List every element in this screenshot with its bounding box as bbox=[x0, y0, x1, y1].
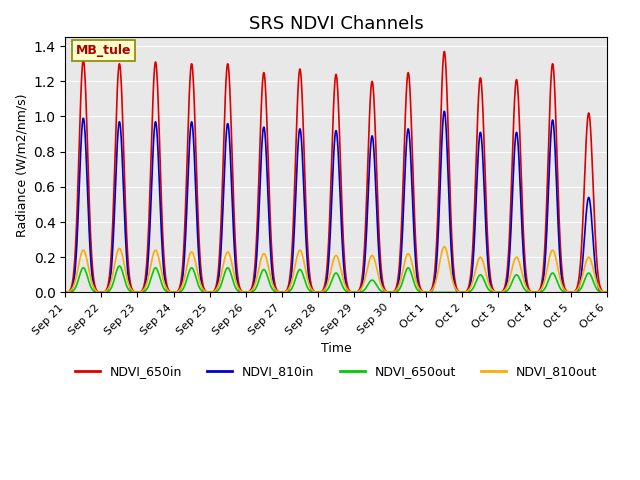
Y-axis label: Radiance (W/m2/nm/s): Radiance (W/m2/nm/s) bbox=[15, 93, 28, 237]
NDVI_650out bbox=[312, 289, 320, 295]
NDVI_810out bbox=[369, 254, 377, 260]
NDVI_650in bbox=[291, 172, 299, 178]
NDVI_650in bbox=[61, 289, 69, 295]
Line: NDVI_650in: NDVI_650in bbox=[65, 51, 607, 292]
Legend: NDVI_650in, NDVI_810in, NDVI_650out, NDVI_810out: NDVI_650in, NDVI_810in, NDVI_650out, NDV… bbox=[70, 360, 602, 383]
NDVI_650out bbox=[61, 289, 69, 295]
NDVI_810in bbox=[369, 141, 377, 146]
NDVI_810in bbox=[61, 289, 69, 295]
NDVI_810in bbox=[103, 288, 111, 294]
NDVI_810out bbox=[302, 270, 310, 276]
NDVI_810in bbox=[302, 241, 310, 247]
NDVI_810out bbox=[603, 289, 611, 295]
NDVI_650out bbox=[370, 278, 378, 284]
NDVI_650out bbox=[603, 289, 611, 295]
NDVI_650in bbox=[125, 272, 133, 277]
Text: MB_tule: MB_tule bbox=[76, 44, 132, 57]
NDVI_650out bbox=[303, 283, 310, 288]
NDVI_810out bbox=[291, 263, 299, 269]
NDVI_650out bbox=[441, 289, 449, 295]
NDVI_650out bbox=[116, 263, 124, 269]
NDVI_810in bbox=[312, 289, 320, 295]
NDVI_810out bbox=[312, 289, 320, 295]
Line: NDVI_650out: NDVI_650out bbox=[65, 266, 607, 292]
NDVI_650in bbox=[103, 285, 111, 291]
NDVI_810out bbox=[103, 287, 111, 293]
NDVI_650in bbox=[312, 289, 320, 295]
NDVI_650out bbox=[125, 288, 133, 294]
NDVI_650in bbox=[302, 212, 310, 217]
NDVI_810out bbox=[125, 283, 133, 288]
NDVI_650out bbox=[292, 276, 300, 282]
Line: NDVI_810out: NDVI_810out bbox=[65, 247, 607, 292]
X-axis label: Time: Time bbox=[321, 342, 351, 355]
NDVI_810in bbox=[125, 280, 133, 286]
NDVI_650in bbox=[369, 87, 377, 93]
NDVI_650in bbox=[440, 48, 448, 54]
NDVI_650in bbox=[603, 289, 611, 295]
NDVI_650out bbox=[103, 289, 111, 295]
NDVI_810in bbox=[440, 108, 448, 114]
NDVI_810out bbox=[440, 244, 448, 250]
NDVI_810in bbox=[291, 211, 299, 217]
Line: NDVI_810in: NDVI_810in bbox=[65, 111, 607, 292]
NDVI_810out bbox=[61, 289, 69, 295]
NDVI_810in bbox=[603, 289, 611, 295]
Title: SRS NDVI Channels: SRS NDVI Channels bbox=[248, 15, 424, 33]
